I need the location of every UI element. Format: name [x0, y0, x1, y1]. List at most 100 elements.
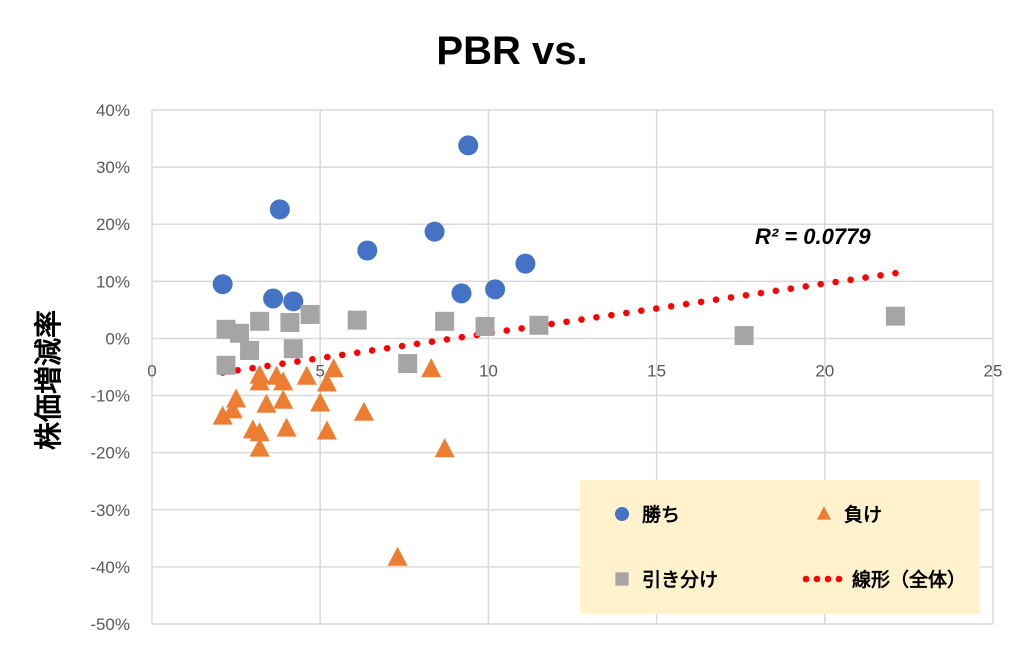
- data-point-circle: [451, 283, 472, 304]
- data-point-triangle: [387, 546, 408, 566]
- trendline-dot: [383, 344, 391, 352]
- trendline-dot: [503, 327, 511, 334]
- trendline-dot: [847, 276, 854, 284]
- data-point-triangle: [316, 372, 337, 392]
- trendline-dot: [578, 316, 585, 323]
- legend-trendline-dot: [802, 575, 810, 583]
- y-tick-label: -50%: [90, 615, 130, 634]
- trendline: [219, 269, 899, 376]
- data-point-square: [529, 315, 549, 335]
- trendline-dot: [787, 285, 795, 292]
- trendline-dot: [637, 307, 645, 315]
- trendline-dot: [279, 360, 286, 368]
- data-point-circle: [485, 279, 506, 300]
- trendline-dot: [398, 342, 406, 350]
- x-tick-label: 5: [315, 361, 324, 380]
- trendline-dot: [623, 309, 630, 317]
- data-point-square: [216, 355, 236, 375]
- trendline-dot: [892, 269, 899, 277]
- data-point-triangle: [212, 405, 233, 425]
- trendline-dot: [608, 311, 615, 319]
- trendline-dot: [518, 325, 525, 332]
- legend-label: 勝ち: [642, 503, 680, 526]
- y-tick-label: -40%: [90, 558, 130, 577]
- y-tick-label: 10%: [96, 272, 130, 291]
- trendline-dot: [817, 280, 824, 288]
- data-point-square: [398, 354, 418, 374]
- data-point-square: [250, 311, 270, 331]
- data-point-triangle: [434, 438, 455, 458]
- legend-trendline-dot: [824, 575, 832, 583]
- trendline-dot: [249, 364, 256, 372]
- y-tick-label: 20%: [96, 215, 130, 234]
- trendline-dot: [294, 358, 301, 365]
- legend-background: [580, 480, 980, 614]
- legend-marker-square: [615, 572, 629, 586]
- data-point-square: [435, 311, 455, 331]
- trendline-dot: [727, 294, 735, 301]
- trendline-dot: [757, 289, 765, 297]
- trendline-dot: [338, 351, 346, 359]
- data-point-circle: [424, 221, 445, 242]
- x-tick-label: 20: [815, 361, 834, 380]
- data-point-triangle: [249, 422, 270, 442]
- trendline-dot: [652, 305, 660, 312]
- trendline-dot: [324, 353, 331, 361]
- data-point-square: [734, 326, 754, 346]
- trendline-dot: [413, 340, 421, 348]
- y-tick-label: 0%: [105, 329, 130, 348]
- trendline-dot: [682, 300, 690, 308]
- data-point-triangle: [421, 358, 442, 378]
- trendline-dot: [593, 314, 600, 321]
- trendline-dot: [832, 278, 839, 286]
- data-point-circle: [283, 291, 304, 312]
- data-point-circle: [458, 135, 479, 156]
- data-point-triangle: [316, 420, 337, 440]
- data-point-triangle: [323, 358, 344, 378]
- x-tick-label: 15: [647, 361, 666, 380]
- data-point-triangle: [276, 417, 297, 437]
- trendline-dot: [802, 283, 810, 290]
- data-point-triangle: [256, 393, 277, 413]
- trendline-dot: [772, 287, 780, 295]
- data-point-square: [475, 316, 495, 336]
- trendline-dot: [862, 274, 869, 281]
- x-tick-label: 25: [984, 361, 1003, 380]
- r-squared-label: R² = 0.0779: [755, 224, 871, 249]
- trendline-dot: [428, 338, 436, 345]
- trendline-dot: [234, 367, 241, 374]
- legend-trendline-dot: [813, 575, 821, 583]
- y-axis-ticks: 40% 30% 20% 10% 0% -10% -20% -30% -40% -50%: [90, 101, 130, 634]
- data-point-square: [229, 323, 249, 343]
- data-point-triangle: [310, 392, 331, 412]
- x-tick-label: 10: [479, 361, 498, 380]
- trendline-dot: [563, 318, 570, 326]
- data-point-circle: [263, 288, 284, 309]
- data-point-square: [347, 310, 367, 330]
- legend-trendline-dot: [835, 575, 843, 583]
- legend-marker-triangle: [817, 506, 831, 520]
- trendline-dot: [712, 296, 720, 303]
- data-point-triangle: [249, 371, 270, 391]
- y-tick-label: 30%: [96, 158, 130, 177]
- y-tick-label: -10%: [90, 387, 130, 406]
- data-point-square: [300, 304, 320, 324]
- data-point-triangle: [226, 388, 247, 408]
- trendline-dot: [877, 272, 884, 279]
- data-point-circle: [357, 240, 378, 261]
- trendline-dot: [742, 291, 750, 299]
- data-point-circle: [212, 274, 233, 295]
- legend-marker-circle: [615, 507, 629, 521]
- data-point-triangle: [249, 437, 270, 457]
- data-point-square: [280, 312, 300, 332]
- trendline-dot: [667, 303, 675, 310]
- data-point-triangle: [296, 365, 317, 385]
- data-point-circle: [515, 253, 536, 274]
- data-point-square: [283, 339, 303, 359]
- trendline-dot: [443, 336, 451, 343]
- trendline-dot: [368, 347, 376, 354]
- legend-label: 引き分け: [642, 569, 718, 591]
- trendline-dot: [353, 349, 361, 356]
